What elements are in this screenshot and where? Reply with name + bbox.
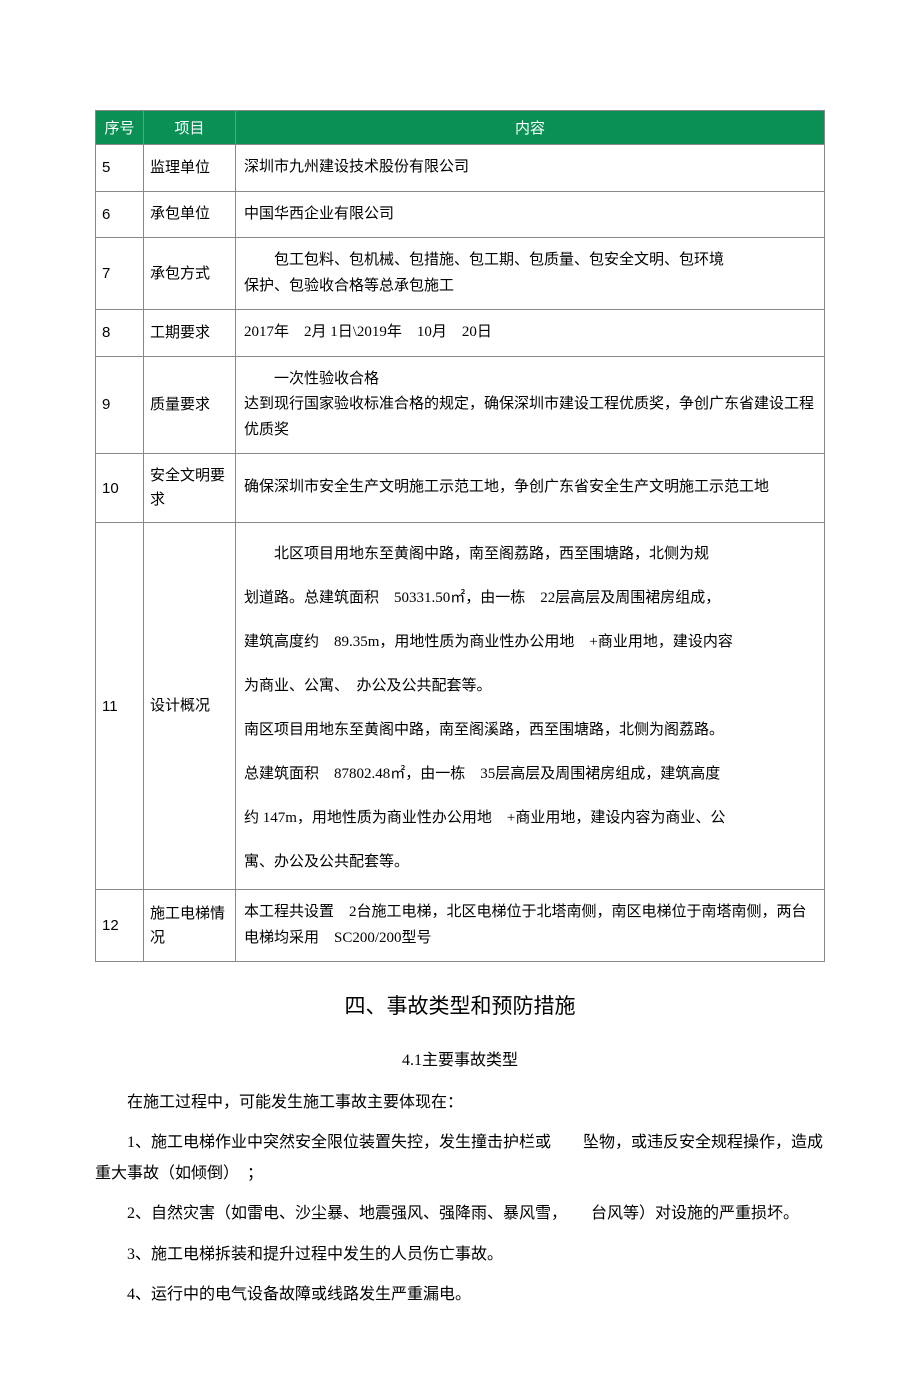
cell-num: 9 bbox=[96, 356, 144, 454]
cell-item: 质量要求 bbox=[144, 356, 236, 454]
cell-num: 10 bbox=[96, 454, 144, 523]
cell-item: 设计概况 bbox=[144, 523, 236, 890]
cell-num: 11 bbox=[96, 523, 144, 890]
col-header-num: 序号 bbox=[96, 111, 144, 145]
list-item: 4、运行中的电气设备故障或线路发生严重漏电。 bbox=[95, 1280, 825, 1310]
cell-content: 包工包料、包机械、包措施、包工期、包质量、包安全文明、包环境 保护、包验收合格等… bbox=[236, 238, 825, 310]
cell-content: 北区项目用地东至黄阁中路，南至阁荔路，西至围塘路，北侧为规 划道路。总建筑面积 … bbox=[236, 523, 825, 890]
section-subtitle: 4.1主要事故类型 bbox=[95, 1046, 825, 1070]
cell-content: 中国华西企业有限公司 bbox=[236, 191, 825, 238]
cell-num: 6 bbox=[96, 191, 144, 238]
cell-content: 深圳市九州建设技术股份有限公司 bbox=[236, 145, 825, 192]
table-row: 10 安全文明要求 确保深圳市安全生产文明施工示范工地，争创广东省安全生产文明施… bbox=[96, 454, 825, 523]
content-para: 总建筑面积 87802.48㎡，由一栋 35层高层及周围裙房组成，建筑高度 bbox=[244, 759, 816, 789]
content-line: 一次性验收合格 bbox=[244, 367, 816, 393]
table-row: 5 监理单位 深圳市九州建设技术股份有限公司 bbox=[96, 145, 825, 192]
project-info-table: 序号 项目 内容 5 监理单位 深圳市九州建设技术股份有限公司 6 承包单位 中… bbox=[95, 110, 825, 962]
cell-num: 5 bbox=[96, 145, 144, 192]
section-title: 四、事故类型和预防措施 bbox=[95, 990, 825, 1020]
content-para: 寓、办公及公共配套等。 bbox=[244, 847, 816, 877]
section-body: 在施工过程中，可能发生施工事故主要体现在： 1、施工电梯作业中突然安全限位装置失… bbox=[95, 1088, 825, 1310]
content-para: 南区项目用地东至黄阁中路，南至阁溪路，西至围塘路，北侧为阁荔路。 bbox=[244, 715, 816, 745]
content-para: 建筑高度约 89.35m，用地性质为商业性办公用地 +商业用地，建设内容 bbox=[244, 627, 816, 657]
cell-content: 确保深圳市安全生产文明施工示范工地，争创广东省安全生产文明施工示范工地 bbox=[236, 454, 825, 523]
table-row: 6 承包单位 中国华西企业有限公司 bbox=[96, 191, 825, 238]
table-row: 11 设计概况 北区项目用地东至黄阁中路，南至阁荔路，西至围塘路，北侧为规 划道… bbox=[96, 523, 825, 890]
content-para: 约 147m，用地性质为商业性办公用地 +商业用地，建设内容为商业、公 bbox=[244, 803, 816, 833]
cell-item: 施工电梯情况 bbox=[144, 890, 236, 962]
cell-content: 2017年 2月 1日\2019年 10月 20日 bbox=[236, 310, 825, 357]
cell-item: 承包方式 bbox=[144, 238, 236, 310]
cell-num: 8 bbox=[96, 310, 144, 357]
cell-item: 监理单位 bbox=[144, 145, 236, 192]
col-header-content: 内容 bbox=[236, 111, 825, 145]
cell-item: 承包单位 bbox=[144, 191, 236, 238]
table-row: 8 工期要求 2017年 2月 1日\2019年 10月 20日 bbox=[96, 310, 825, 357]
document-page: 序号 项目 内容 5 监理单位 深圳市九州建设技术股份有限公司 6 承包单位 中… bbox=[0, 0, 920, 1380]
list-item: 3、施工电梯拆装和提升过程中发生的人员伤亡事故。 bbox=[95, 1240, 825, 1270]
list-item: 1、施工电梯作业中突然安全限位装置失控，发生撞击护栏或 坠物，或违反安全规程操作… bbox=[95, 1128, 825, 1189]
col-header-item: 项目 bbox=[144, 111, 236, 145]
table-row: 12 施工电梯情况 本工程共设置 2台施工电梯，北区电梯位于北塔南侧，南区电梯位… bbox=[96, 890, 825, 962]
cell-num: 7 bbox=[96, 238, 144, 310]
content-line: 达到现行国家验收标准合格的规定，确保深圳市建设工程优质奖，争创广东省建设工程优质… bbox=[244, 396, 814, 438]
content-para: 划道路。总建筑面积 50331.50㎡，由一栋 22层高层及周围裙房组成， bbox=[244, 583, 816, 613]
cell-content: 本工程共设置 2台施工电梯，北区电梯位于北塔南侧，南区电梯位于南塔南侧，两台电梯… bbox=[236, 890, 825, 962]
cell-content: 一次性验收合格 达到现行国家验收标准合格的规定，确保深圳市建设工程优质奖，争创广… bbox=[236, 356, 825, 454]
content-para: 为商业、公寓、 办公及公共配套等。 bbox=[244, 671, 816, 701]
table-row: 9 质量要求 一次性验收合格 达到现行国家验收标准合格的规定，确保深圳市建设工程… bbox=[96, 356, 825, 454]
content-para: 北区项目用地东至黄阁中路，南至阁荔路，西至围塘路，北侧为规 bbox=[244, 539, 816, 569]
table-row: 7 承包方式 包工包料、包机械、包措施、包工期、包质量、包安全文明、包环境 保护… bbox=[96, 238, 825, 310]
content-line: 包工包料、包机械、包措施、包工期、包质量、包安全文明、包环境 bbox=[244, 248, 816, 274]
intro-paragraph: 在施工过程中，可能发生施工事故主要体现在： bbox=[95, 1088, 825, 1118]
table-header-row: 序号 项目 内容 bbox=[96, 111, 825, 145]
cell-item: 工期要求 bbox=[144, 310, 236, 357]
list-item: 2、自然灾害（如雷电、沙尘暴、地震强风、强降雨、暴风雪， 台风等）对设施的严重损… bbox=[95, 1199, 825, 1229]
cell-item: 安全文明要求 bbox=[144, 454, 236, 523]
content-line: 保护、包验收合格等总承包施工 bbox=[244, 278, 454, 294]
cell-num: 12 bbox=[96, 890, 144, 962]
